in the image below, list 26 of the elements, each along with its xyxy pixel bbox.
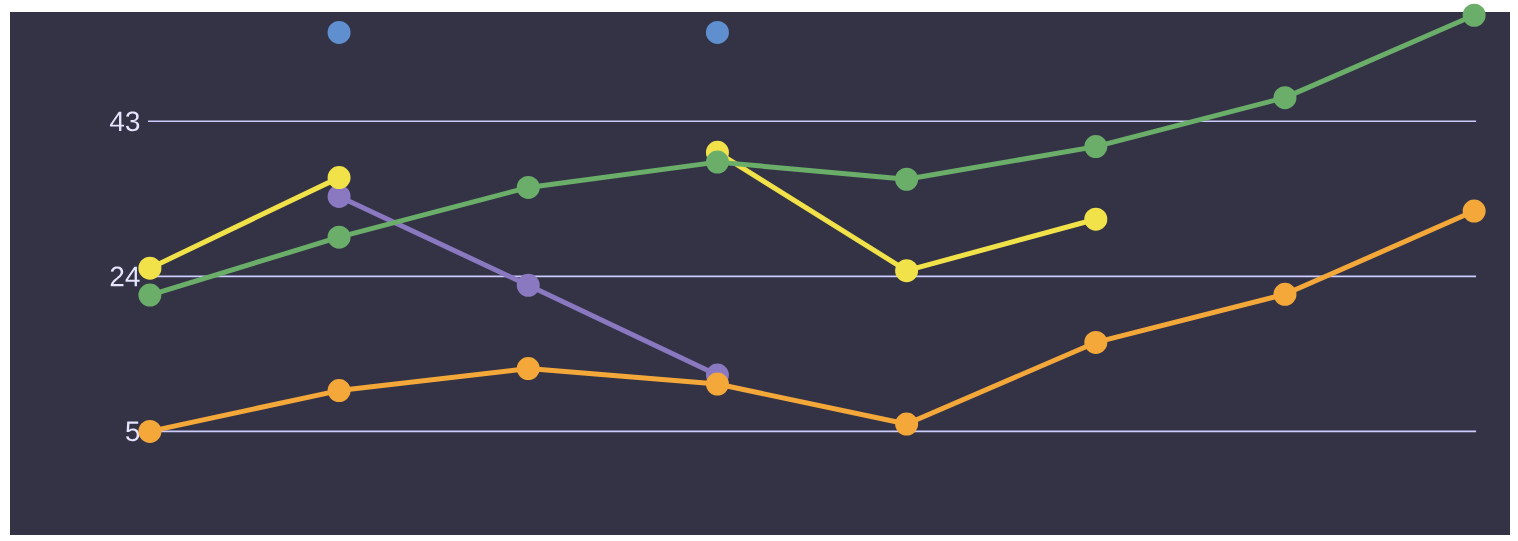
point: [138, 419, 162, 443]
point: [1273, 86, 1297, 110]
point: [1084, 135, 1108, 159]
point: [327, 379, 351, 403]
point: [516, 273, 540, 297]
point: [895, 259, 919, 283]
point: [895, 167, 919, 191]
point: [705, 20, 729, 44]
point: [327, 20, 351, 44]
point: [895, 412, 919, 436]
point: [138, 256, 162, 280]
y-tick-label: 43: [109, 111, 140, 132]
point: [327, 225, 351, 249]
point: [1084, 207, 1108, 231]
point: [705, 150, 729, 174]
point: [705, 372, 729, 396]
point: [1084, 330, 1108, 354]
point: [516, 357, 540, 381]
point: [138, 283, 162, 307]
y-tick-label: 24: [110, 266, 140, 287]
point: [1273, 282, 1297, 306]
point: [327, 166, 351, 190]
point: [327, 184, 351, 208]
point: [1462, 3, 1486, 27]
point: [516, 175, 540, 199]
point: [1462, 199, 1486, 223]
